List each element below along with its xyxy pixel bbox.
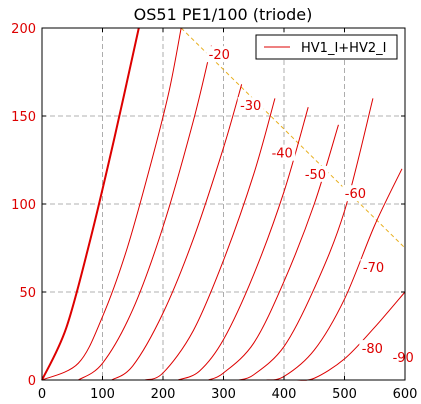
series-line-grid-minus-20 [78,45,212,381]
x-tick-label: 100 [90,387,115,402]
x-tick-label: 300 [211,387,236,402]
series-line-grid-minus-40 [144,98,276,381]
series-line-hv1-hv2 [41,27,140,381]
legend: HV1_I+HV2_I [255,34,398,60]
curve-label-background [359,340,386,357]
curve-label: -20 [209,48,230,63]
grid [42,28,405,380]
curve-label: -90 [393,351,414,366]
axis-ticks: 0 100 200 300 400 500 600 0 50 100 150 200 [11,22,417,402]
y-tick-label: 200 [11,22,36,37]
series-line-grid-minus-60 [208,124,339,381]
y-tick-label: 150 [11,110,36,125]
curve-label: -30 [240,99,261,114]
load-line-group [180,27,406,249]
curve-label: -50 [305,168,326,183]
curve-label: -70 [363,261,384,276]
series-line-grid-minus-50 [177,107,309,381]
curve-label-background [206,46,233,63]
y-tick-label: 50 [19,286,36,301]
curve-label-background [390,348,417,365]
curve-label-background [302,165,329,182]
curve-labels-group: -20 -30 -40 -50 -60 -70 -80 -90 [206,46,417,366]
x-tick-label: 200 [151,387,176,402]
curve-label-background [360,259,387,276]
curve-label-background [269,144,296,161]
curve-label-background [237,97,264,114]
x-tick-label: 0 [38,387,46,402]
series-line-grid-minus-70 [238,98,374,381]
curve-label: -40 [272,147,293,162]
series-line-grid-minus-80 [265,168,403,381]
curve-label: -60 [345,187,366,202]
x-tick-label: 600 [393,387,418,402]
series-line-grid-minus-10 [41,27,182,381]
load-line [180,27,406,249]
series-line-grid-minus-30 [111,84,243,381]
y-tick-label: 100 [11,198,36,213]
x-tick-label: 500 [332,387,357,402]
x-tick-label: 400 [272,387,297,402]
legend-label: HV1_I+HV2_I [301,41,386,56]
curve-label: -80 [362,342,383,357]
curve-label-background [342,185,369,202]
chart-title: OS51 PE1/100 (triode) [134,5,313,24]
y-tick-label: 0 [28,374,36,389]
